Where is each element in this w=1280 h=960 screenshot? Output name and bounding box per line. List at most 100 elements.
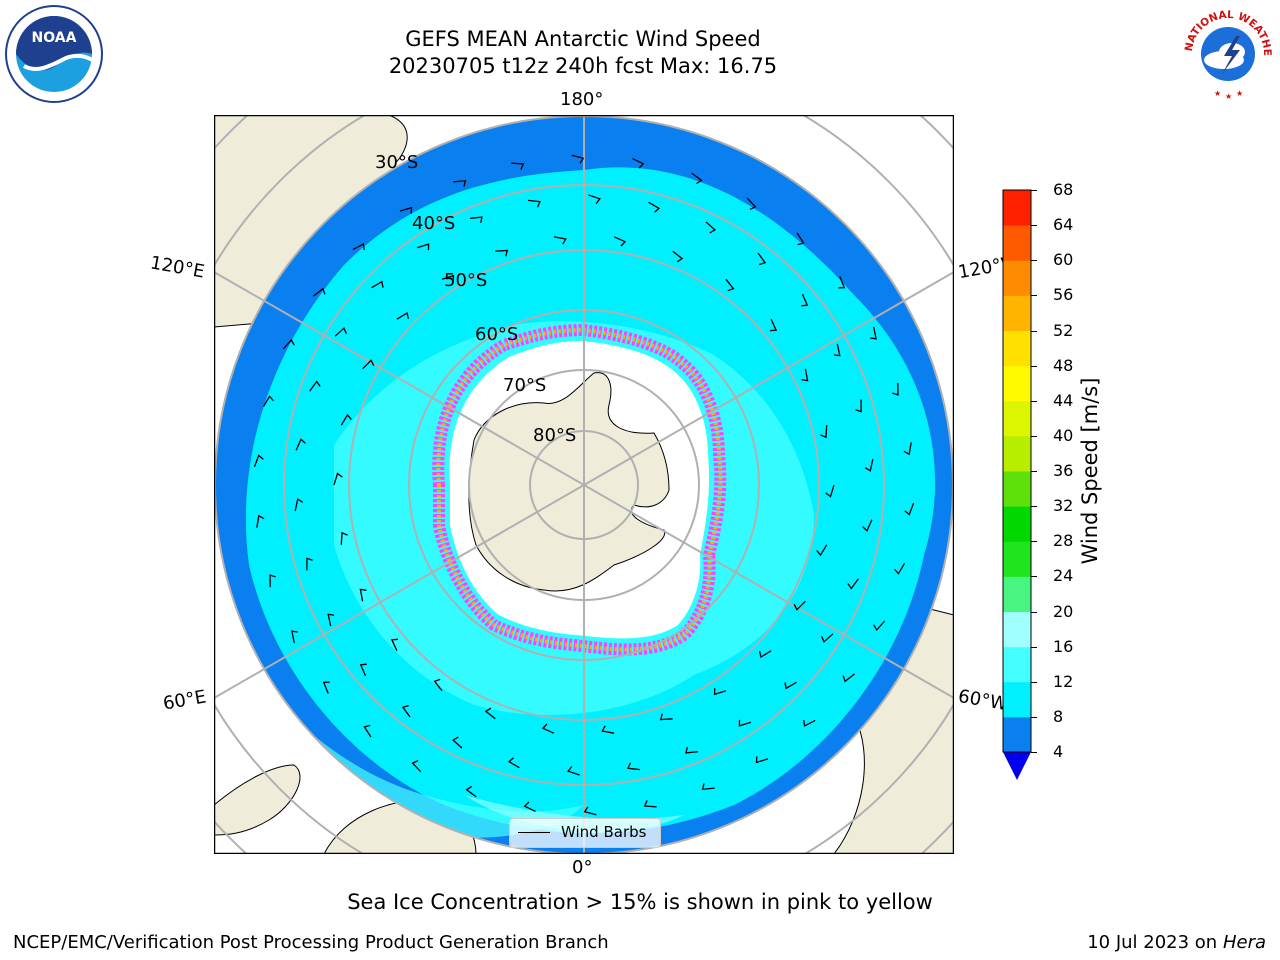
wind-barb: [465, 785, 477, 798]
lat-label-50s: 50°S: [444, 270, 488, 291]
colorbar-segment: [1003, 646, 1031, 683]
colorbar-tick-label: 64: [1053, 215, 1074, 235]
colorbar-tick-mark: [1031, 400, 1037, 402]
colorbar-tick-mark: [1031, 611, 1037, 613]
legend-label: Wind Barbs: [561, 823, 647, 841]
colorbar-tick-mark: [1031, 681, 1037, 683]
colorbar-tick-mark: [1031, 365, 1037, 367]
wind-barb: [784, 681, 797, 690]
polar-map: [214, 115, 954, 854]
colorbar-tick-mark: [1031, 576, 1037, 578]
wind-barb: [327, 613, 335, 627]
wind-barb: [903, 442, 912, 456]
wind-barb: [567, 766, 580, 776]
colorbar-tick-label: 12: [1053, 671, 1074, 691]
wind-barb: [441, 274, 455, 282]
wind-barb: [685, 746, 698, 754]
colorbar-segment: [1003, 260, 1031, 296]
wind-barb: [821, 633, 834, 643]
wind-barb: [433, 678, 443, 692]
wind-barb: [701, 783, 715, 791]
wind-barbs: [253, 154, 915, 816]
wind-barb: [291, 630, 298, 644]
wind-barb: [643, 800, 657, 808]
wind-barb: [340, 531, 348, 545]
wind-barb: [894, 563, 906, 575]
wind-barb: [269, 574, 276, 588]
credit-line: NCEP/EMC/Verification Post Processing Pr…: [13, 932, 609, 953]
colorbar-tick-mark: [1031, 435, 1037, 437]
map-legend: Wind Barbs: [509, 818, 661, 848]
wind-barb: [758, 650, 772, 659]
wind-barb: [527, 199, 541, 208]
colorbar-tick-mark: [1031, 260, 1037, 262]
wind-barb: [282, 338, 295, 350]
wind-barb: [507, 757, 520, 769]
date-value: 10 Jul 2023: [1087, 932, 1190, 953]
colorbar-under-triangle: [1003, 752, 1031, 780]
date-line: 10 Jul 2023 on Hera: [1087, 932, 1266, 953]
colorbar-tick-label: 48: [1053, 355, 1074, 375]
wind-barb: [864, 458, 874, 472]
wind-barb: [796, 232, 805, 246]
lon-label-top: 180°: [560, 89, 604, 110]
noaa-logo-text: NOAA: [32, 30, 77, 46]
wind-barb: [855, 399, 862, 413]
colorbar-segment: [1003, 225, 1031, 261]
wind-barb: [470, 216, 483, 224]
wind-barb: [713, 688, 727, 696]
date-on: on: [1194, 932, 1218, 953]
colorbar-label: Wind Speed [m/s]: [1078, 377, 1102, 565]
chart-title: GEFS MEAN Antarctic Wind Speed: [405, 27, 761, 51]
colorbar-tick-mark: [1031, 471, 1037, 472]
colorbar-segment: [1003, 190, 1031, 226]
wind-barb: [862, 519, 873, 532]
wind-barb: [801, 368, 809, 382]
svg-text:★: ★: [1214, 89, 1221, 98]
wind-barb: [672, 250, 684, 263]
wind-barb: [306, 557, 313, 571]
wind-barb: [411, 760, 422, 773]
wind-barb: [770, 318, 778, 332]
machine-name: Hera: [1222, 932, 1266, 953]
wind-barb: [313, 287, 326, 297]
colorbar-segment: [1003, 295, 1031, 331]
wind-barb: [352, 243, 365, 251]
wind-barb: [390, 638, 398, 652]
wind-barb: [309, 380, 321, 392]
wind-barb: [738, 719, 752, 727]
lon-label-upper-left: 120°E: [148, 252, 207, 283]
wind-barb: [755, 756, 769, 764]
colorbar-segment: [1003, 716, 1031, 753]
wind-barb: [416, 243, 430, 251]
wind-barb: [833, 343, 841, 357]
wind-barb: [873, 620, 886, 632]
sea-ice-edge-inner: [436, 327, 723, 652]
wind-barb: [256, 514, 265, 528]
wind-barb: [648, 201, 661, 213]
wind-barb: [691, 172, 703, 185]
wind-barb: [601, 725, 615, 734]
wind-barb: [333, 472, 343, 486]
wind-barb: [705, 221, 717, 234]
wind-barb: [825, 484, 835, 498]
svg-text:★: ★: [1225, 92, 1232, 101]
wind-barb: [295, 438, 306, 451]
colorbar-segment: [1003, 541, 1031, 577]
colorbar-tick-label: 32: [1053, 496, 1074, 516]
colorbar-segment: [1003, 576, 1031, 612]
lat-label-30s: 30°S: [375, 152, 419, 173]
wind-barb: [359, 663, 367, 676]
wind-barb-legend-line: [518, 832, 550, 833]
colorbar-tick-mark: [1031, 646, 1037, 648]
colorbar-tick-mark: [1031, 295, 1037, 297]
colorbar-tick-label: 4: [1053, 742, 1064, 761]
wind-barb: [484, 707, 496, 720]
wind-barb: [816, 544, 828, 557]
wind-barb: [613, 236, 627, 247]
wind-barb: [553, 236, 567, 245]
colorbar-segment: [1003, 330, 1031, 367]
lat-label-60s: 60°S: [475, 324, 519, 345]
wind-barb: [627, 762, 641, 771]
colorbar: [1002, 189, 1032, 780]
